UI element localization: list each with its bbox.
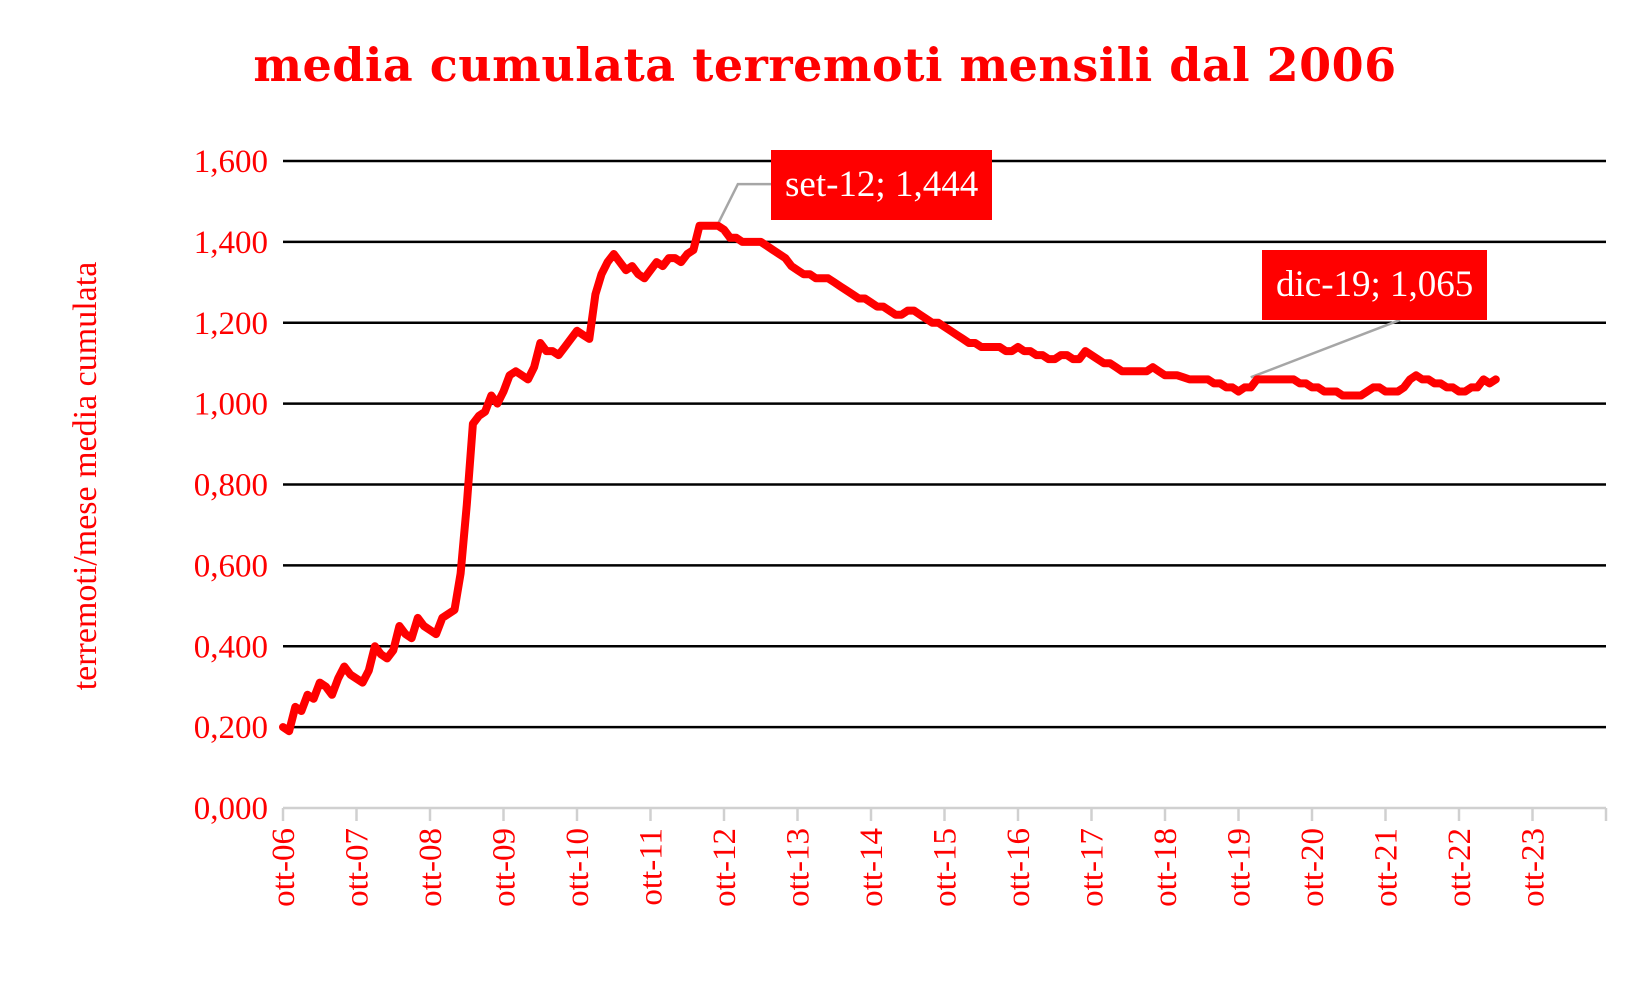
x-axis-ticks: ott-06 ott-07 ott-08 ott-09 ott-10 ott-11 ott-…	[266, 828, 1552, 907]
x-tick-label: ott-23	[1516, 828, 1552, 907]
x-tick-label: ott-18	[1148, 828, 1184, 907]
x-tick-label: ott-06	[266, 828, 302, 907]
x-tick-label: ott-22	[1442, 828, 1478, 907]
y-axis-ticks: 0,000 0,200 0,400 0,600 0,800 1,000 1,200 1,400…	[194, 144, 268, 827]
y-tick-label: 0,600	[194, 548, 268, 584]
chart-title: media cumulata terremoti mensili dal 200…	[253, 38, 1397, 92]
y-tick-label: 0,400	[194, 629, 268, 665]
x-axis	[281, 806, 1608, 821]
x-tick-label: ott-08	[413, 828, 449, 907]
y-tick-label: 1,000	[194, 387, 268, 423]
y-tick-label: 0,000	[194, 791, 268, 827]
y-tick-label: 1,600	[194, 144, 268, 180]
x-tick-label: ott-17	[1075, 828, 1111, 907]
y-tick-label: 1,200	[194, 306, 268, 342]
x-tick-label: ott-14	[854, 828, 890, 907]
x-tick-label: ott-12	[707, 828, 743, 907]
x-tick-label: ott-13	[781, 828, 817, 907]
y-tick-label: 1,400	[194, 225, 268, 261]
y-tick-label: 0,200	[194, 710, 268, 746]
x-tick-label: ott-16	[1001, 828, 1037, 907]
x-tick-label: ott-09	[487, 828, 523, 907]
x-tick-label: ott-19	[1222, 828, 1258, 907]
x-tick-label: ott-07	[340, 828, 376, 907]
annotation-peak-label: set-12; 1,444	[771, 150, 993, 220]
x-tick-label: ott-11	[634, 828, 670, 906]
x-tick-label: ott-10	[560, 828, 596, 907]
annotation-leader-line	[1250, 318, 1401, 379]
annotation-dic19-label: dic-19; 1,065	[1262, 250, 1488, 320]
x-tick-label: ott-21	[1369, 828, 1405, 907]
x-tick-label: ott-15	[928, 828, 964, 907]
annotation-leader-line	[716, 182, 771, 225]
gridlines	[283, 159, 1606, 729]
data-line	[279, 221, 1500, 736]
y-tick-label: 0,800	[194, 468, 268, 504]
x-tick-label: ott-20	[1295, 828, 1331, 907]
callout-leader-lines	[716, 182, 1401, 379]
